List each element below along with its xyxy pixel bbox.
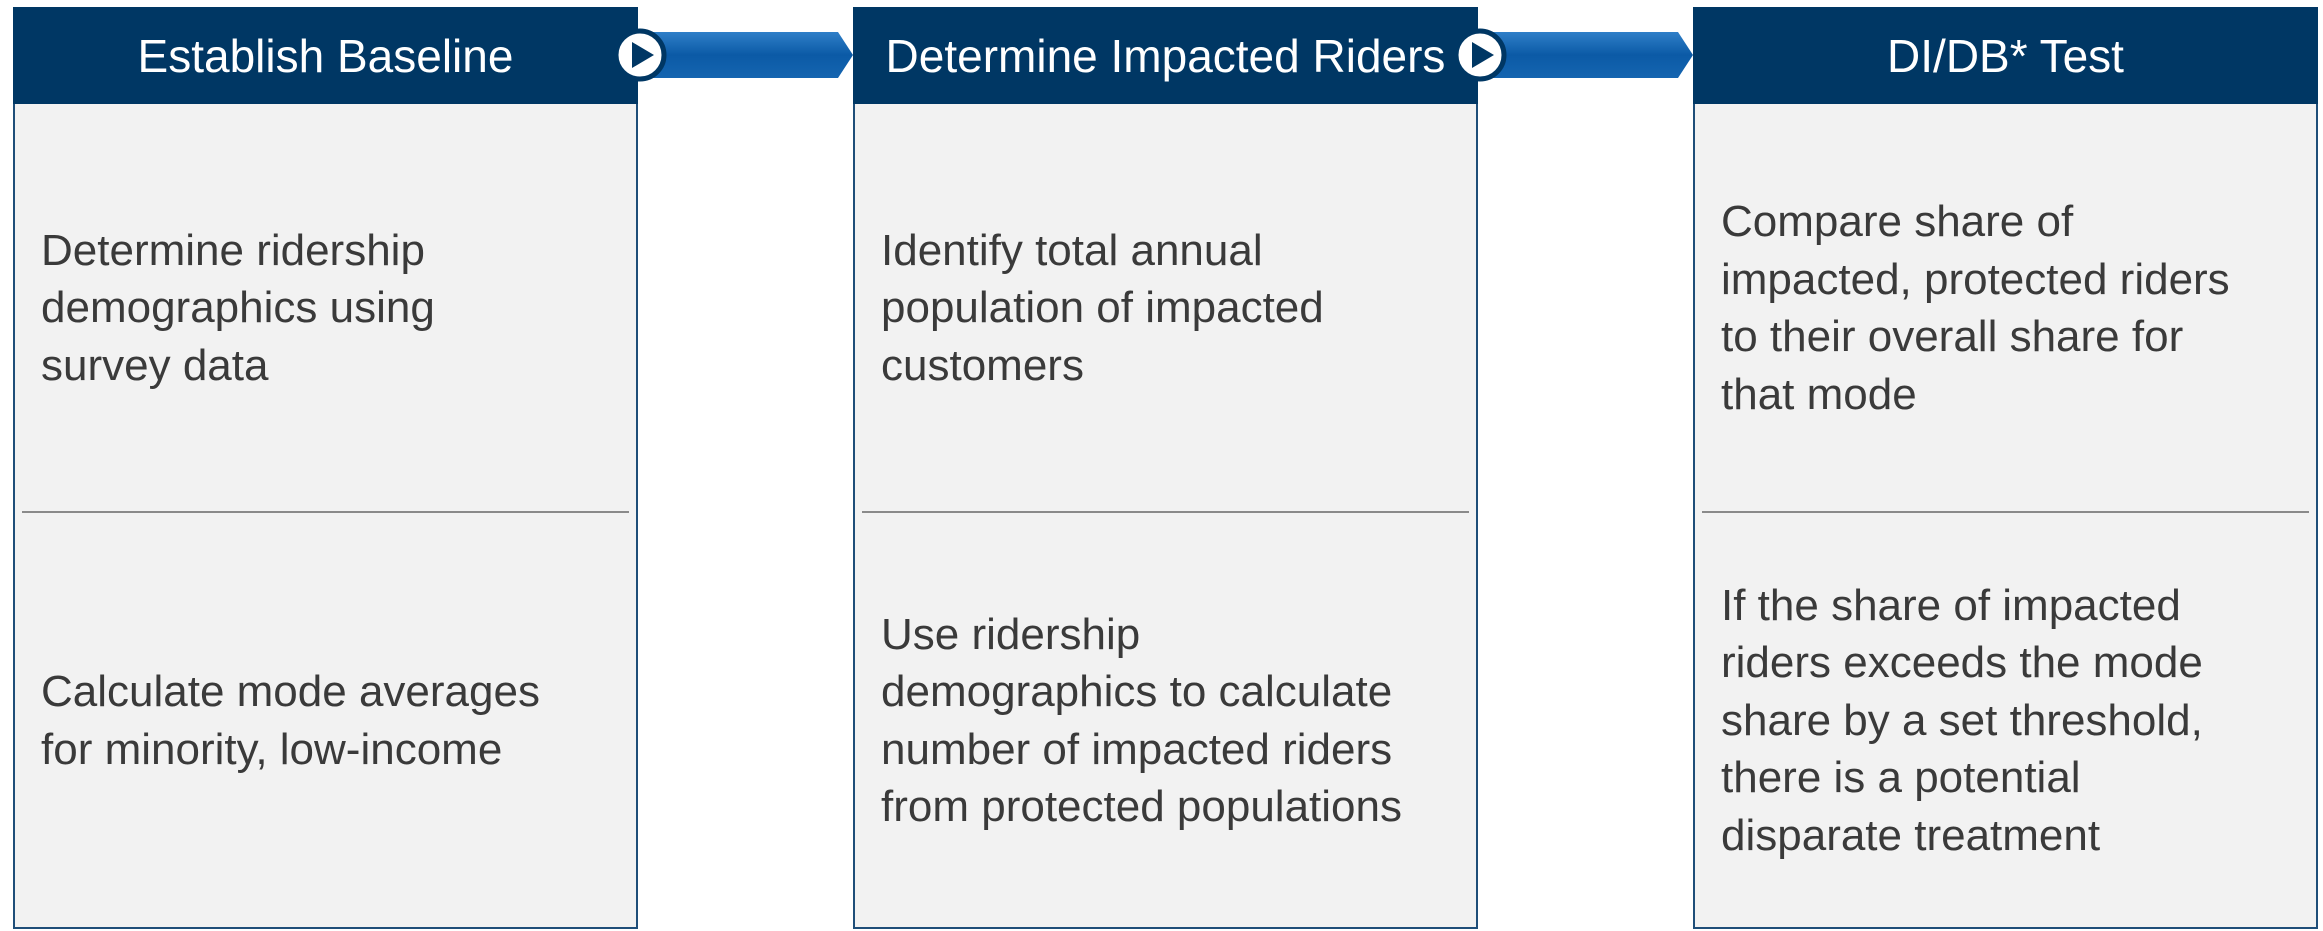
step-title: Establish Baseline [13,7,638,104]
text-line: Identify total annual [881,225,1263,275]
divider [22,511,629,513]
step-column: Establish Baseline Determine ridership dem… [13,7,638,929]
step-column: Determine Impacted Riders Identify total … [853,7,1478,929]
text-line: Use ridership [881,609,1141,659]
divider [1702,511,2309,513]
divider [862,511,1469,513]
step-top-text: Determine ridership demographics using sur… [41,104,626,512]
text-line: impacted, protected riders [1721,254,2230,304]
text-line: survey data [41,340,269,390]
text-line: demographics to calculate [881,667,1393,716]
text-line: population of impacted [881,283,1324,333]
text-line: from protected populations [881,782,1402,831]
arrow [638,32,853,78]
text-line: demographics using [41,283,435,333]
text-line: that mode [1721,369,1917,419]
step-top-text: Compare share of impacted, protected ride… [1721,104,2306,512]
step-bottom-text: If the share of impacted riders exceeds t… [1721,514,2306,927]
text-line: for minority, low-income [41,724,503,774]
text-line: disparate treatment [1721,810,2101,860]
text-line: share by a set threshold, [1721,695,2203,745]
text-line: riders exceeds the mode [1721,638,2203,688]
text-line: Calculate mode averages [41,667,540,716]
step-bottom-text: Use ridership demographics to calculate nu… [881,514,1466,927]
text-line: customers [881,340,1084,390]
text-line: number of impacted riders [881,724,1393,774]
text-line: to their overall share for [1721,312,2184,361]
text-line: If the share of impacted [1721,580,2181,630]
step-top-text: Identify total annual population of impac… [881,104,1466,512]
arrow [1478,32,1693,78]
text-line: Compare share of [1721,197,2074,246]
text-line: Determine ridership [41,225,425,275]
step-title: Determine Impacted Riders [853,7,1478,104]
connectors [638,32,1693,78]
step-column: DI/DB* Test Compare share of impacted, pro… [1693,7,2318,929]
step-title: DI/DB* Test [1693,7,2318,104]
step-bottom-text: Calculate mode averages for minority, low… [41,514,626,927]
text-line: there is a potential [1721,753,2081,803]
